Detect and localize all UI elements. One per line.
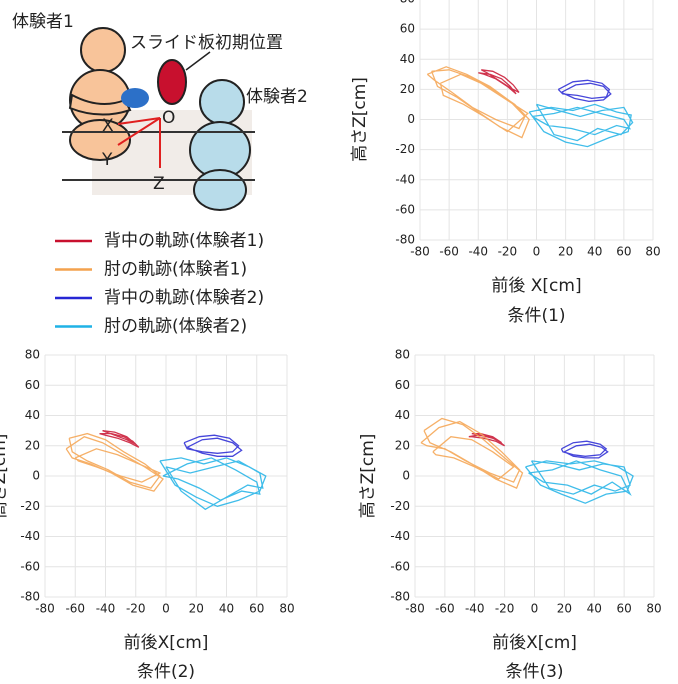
trajectory [558,80,611,101]
label: 体験者1 [12,12,74,32]
page: { "diagram": {"person1": "体験者1", "slide"… [0,0,678,684]
y-tick-label: -60 [395,202,415,216]
x-axis-label: 前後X[cm] [124,633,209,653]
y-tick-label: -20 [395,142,415,156]
x-tick-label: -80 [35,602,55,616]
x-axis-label: 前後X[cm] [492,633,577,653]
seat-2 [194,170,246,210]
y-tick-label: -80 [20,590,40,604]
x-tick-label: 0 [162,602,170,616]
trajectory [469,434,505,446]
y-tick-label: 0 [407,112,415,126]
trajectory [529,104,632,146]
y-tick-label: 20 [400,82,415,96]
trajectory [421,419,523,489]
trajectory [478,70,519,94]
trajectory [561,441,607,458]
legend-label: 肘の軌跡(体験者2) [104,317,247,337]
x-tick-label: 40 [587,245,602,259]
x-tick-label: 20 [557,602,572,616]
label: スライド板初期位置 [130,33,283,53]
x-tick-label: 40 [587,602,602,616]
x-tick-label: 60 [249,602,264,616]
label: Z [153,174,165,194]
y-axis-label: 高さZ[cm] [350,77,370,162]
label: X [102,116,114,136]
y-tick-label: 40 [25,408,40,422]
x-tick-label: -80 [410,245,430,259]
x-tick-label: 80 [279,602,294,616]
y-axis-label: 高さZ[cm] [0,434,10,519]
y-tick-label: 80 [25,348,40,362]
x-tick-label: 20 [558,245,573,259]
trajectory [160,458,266,509]
y-tick-label: 20 [395,438,410,452]
y-tick-label: 60 [395,378,410,392]
caption: 条件(2) [137,662,195,682]
label: O [162,108,175,128]
y-axis-label: 高さZ[cm] [358,434,378,519]
legend-label: 背中の軌跡(体験者1) [104,231,264,251]
x-tick-label: -40 [96,602,116,616]
trajectory [66,434,163,492]
legend-label: 背中の軌跡(体験者2) [104,288,264,308]
y-tick-label: 20 [25,438,40,452]
x-tick-label: -80 [405,602,425,616]
y-tick-label: 80 [395,348,410,362]
y-tick-label: 40 [395,408,410,422]
y-tick-label: -60 [20,559,40,573]
y-tick-label: 60 [400,22,415,36]
x-tick-label: -60 [65,602,85,616]
y-tick-label: 60 [25,378,40,392]
seat-1 [70,120,130,160]
chart: -80 -60 -40 -20 0 20 40 60 80 -80 -60 -40 -20 0 20 40 60… [350,0,661,326]
y-tick-label: 80 [400,0,415,6]
x-tick-label: 40 [219,602,234,616]
legend: 背中の軌跡(体験者1) 肘の軌跡(体験者1) 背中の軌跡(体験者2) 肘の軌跡(体験者… [55,231,264,337]
y-tick-label: -20 [20,499,40,513]
y-tick-label: -40 [390,529,410,543]
y-tick-label: 0 [402,469,410,483]
head-2 [200,80,244,124]
trajectory [526,461,634,503]
label: Y [101,150,113,170]
y-tick-label: -80 [395,233,415,247]
x-tick-label: -40 [465,602,485,616]
x-tick-label: 60 [616,245,631,259]
y-tick-label: -80 [390,590,410,604]
y-tick-label: -40 [20,529,40,543]
x-tick-label: -20 [498,245,518,259]
x-tick-label: -60 [435,602,455,616]
x-tick-label: -60 [439,245,459,259]
hand-2 [121,88,149,108]
x-tick-label: 20 [189,602,204,616]
y-tick-label: -40 [395,172,415,186]
slide-plate [158,60,186,104]
x-tick-label: 0 [533,245,541,259]
x-axis-label: 前後 X[cm] [491,276,581,296]
x-tick-label: 60 [616,602,631,616]
legend-label: 肘の軌跡(体験者1) [104,260,247,280]
chart: -80 -60 -40 -20 0 20 40 60 80 -80 -60 -40 -20 0 20 40 60… [358,348,662,683]
caption: 条件(3) [505,662,563,682]
y-tick-label: -60 [390,559,410,573]
x-tick-label: 80 [646,602,661,616]
chart: -80 -60 -40 -20 0 20 40 60 80 -80 -60 -40 -20 0 20 40 60… [0,348,295,683]
head-1 [81,28,125,72]
y-tick-label: 40 [400,52,415,66]
x-tick-label: -20 [126,602,146,616]
y-tick-label: 0 [32,469,40,483]
caption: 条件(1) [507,306,565,326]
y-tick-label: -20 [390,499,410,513]
callout-line [186,52,210,70]
illustration: 体験者1 スライド板初期位置 体験者2 X Y Z O [12,12,308,210]
label: 体験者2 [246,87,308,107]
x-tick-label: 0 [531,602,539,616]
x-tick-label: 80 [645,245,660,259]
x-tick-label: -20 [495,602,515,616]
x-tick-label: -40 [468,245,488,259]
figure: 体験者1 スライド板初期位置 体験者2 X Y Z O 背中の軌跡(体験者1) 肘… [0,0,678,684]
